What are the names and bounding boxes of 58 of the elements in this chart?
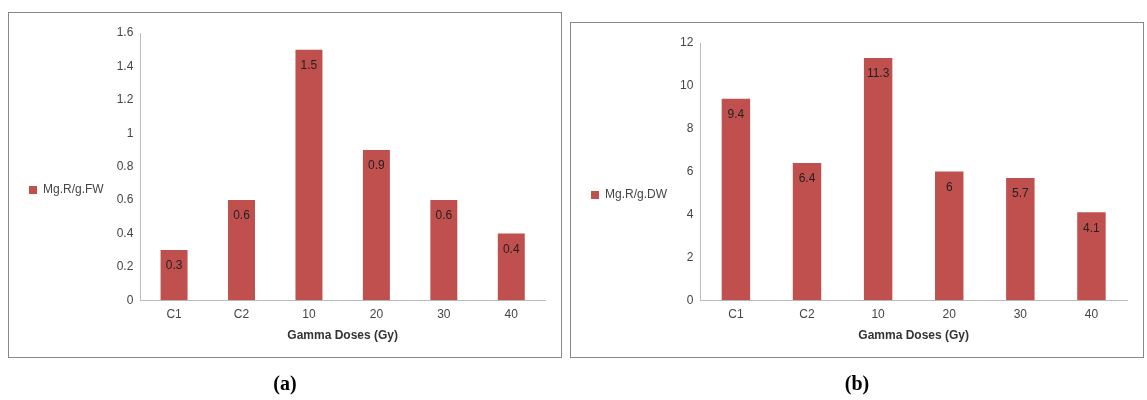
bar [792,163,822,301]
bar [1077,212,1106,301]
y-tick-label: 0.4 [116,225,134,240]
x-tick-label: C2 [799,306,816,321]
x-tick-label: 20 [942,306,957,321]
y-tick-label: 10 [679,78,694,93]
y-tick-label: 1.4 [116,58,134,73]
x-tick-label: C1 [728,306,744,321]
x-axis-title: Gamma Doses (Gy) [858,328,970,343]
y-tick-label: 0 [686,292,694,307]
data-label: 0.3 [165,258,183,273]
data-label: 4.1 [1083,220,1101,235]
x-tick-label: 30 [437,306,451,321]
y-tick-label: 4 [686,206,694,221]
data-label: 0.6 [233,208,251,223]
x-tick-label: 10 [871,306,886,321]
text: (b) [843,372,871,395]
y-tick-label: 2 [686,249,694,264]
x-tick-label: 40 [504,306,519,321]
data-label: 1.5 [300,58,318,73]
legend-label: Mg.R/g.FW [43,182,105,197]
y-tick-label: 6 [686,163,694,178]
data-label: 0.4 [502,241,520,256]
y-tick-label: 12 [679,35,694,50]
y-tick-label: 1 [126,125,134,140]
y-tick-label: 8 [686,121,694,136]
data-label: 5.7 [1011,186,1029,201]
bar [1006,178,1035,301]
y-tick-label: 1.2 [116,92,134,107]
x-axis-title: Gamma Doses (Gy) [287,328,399,343]
bar [430,200,458,301]
bar [160,250,188,301]
data-label: 11.3 [866,66,890,81]
y-tick-label: 0.2 [116,259,134,274]
x-tick-label: C1 [166,306,183,321]
bar [863,58,893,301]
bar [362,149,390,301]
text: (a) [272,372,298,395]
y-tick-label: 0.8 [116,158,134,173]
x-tick-label: 40 [1084,306,1099,321]
bar [497,233,525,301]
x-tick-label: 20 [369,306,384,321]
x-tick-label: 30 [1013,306,1028,321]
data-label: 0.9 [368,158,386,173]
data-label: 6.4 [798,171,816,186]
x-tick-label: C2 [233,306,250,321]
y-tick-label: 1.6 [116,25,134,40]
legend-label: Mg.R/g.DW [605,187,668,202]
y-tick-label: 0 [126,292,134,307]
bar [721,98,751,301]
y-tick-label: 0.6 [116,192,134,207]
data-label: 9.4 [727,107,745,122]
data-label: 0.6 [435,208,453,223]
bar [228,200,255,301]
data-label: 6 [945,179,953,194]
bar [295,49,323,301]
x-tick-label: 10 [302,306,316,321]
bar [935,171,964,301]
